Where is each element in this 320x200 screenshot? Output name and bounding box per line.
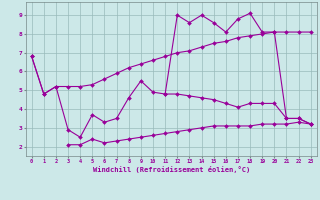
X-axis label: Windchill (Refroidissement éolien,°C): Windchill (Refroidissement éolien,°C) (92, 166, 250, 173)
